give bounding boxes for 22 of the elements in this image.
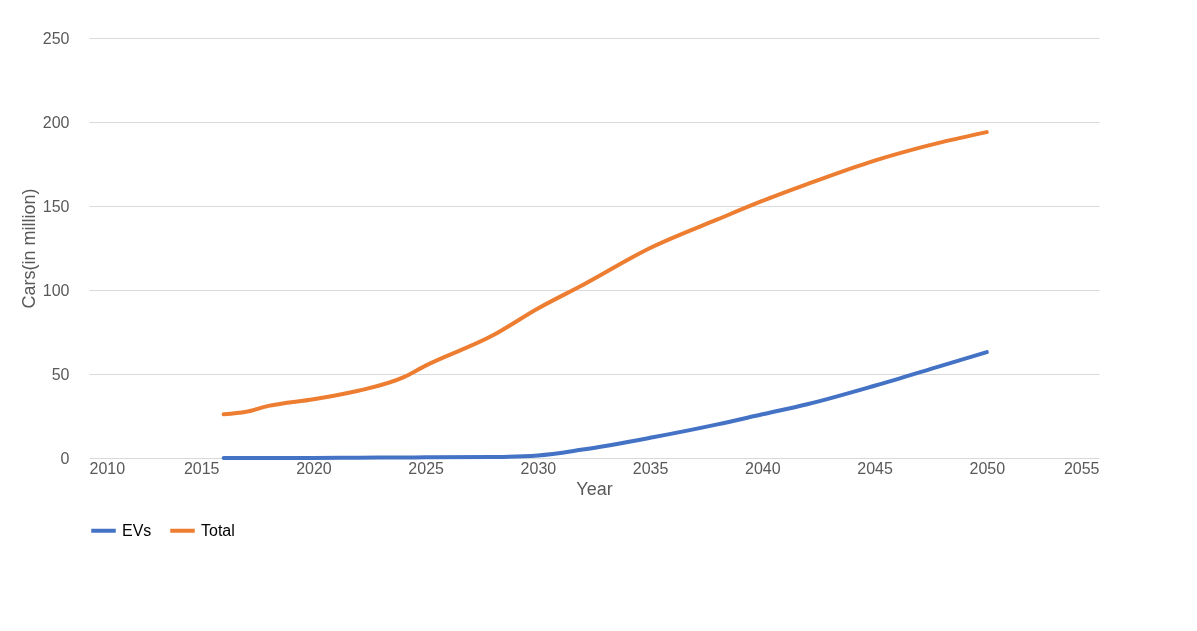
y-tick-label: 200 [42,113,70,131]
x-tick-label: 2040 [745,459,781,477]
y-tick-label: 100 [42,281,70,299]
y-tick-label: 150 [42,197,70,215]
y-axis-title: Cars(in million) [18,188,39,309]
line-series [221,130,989,417]
x-axis-title: Year [576,478,613,499]
x-tick-label: 2045 [857,459,893,477]
x-tick-label: 2035 [632,459,669,477]
legend-label: EVs [122,521,152,539]
x-tick-label: 2020 [296,459,332,477]
x-tick-label: 2050 [969,459,1006,477]
x-tick-label: 2025 [408,459,445,477]
y-tick-label: 0 [60,449,70,467]
x-tick-label: 2015 [183,459,220,477]
y-tick-label: 50 [51,365,70,383]
legend-label: Total [201,521,235,539]
y-tick-label: 250 [42,29,70,47]
x-tick-label: 2010 [89,459,126,477]
x-tick-label: 2055 [1063,459,1100,477]
x-tick-label: 2030 [520,459,557,477]
line-series [221,350,989,460]
